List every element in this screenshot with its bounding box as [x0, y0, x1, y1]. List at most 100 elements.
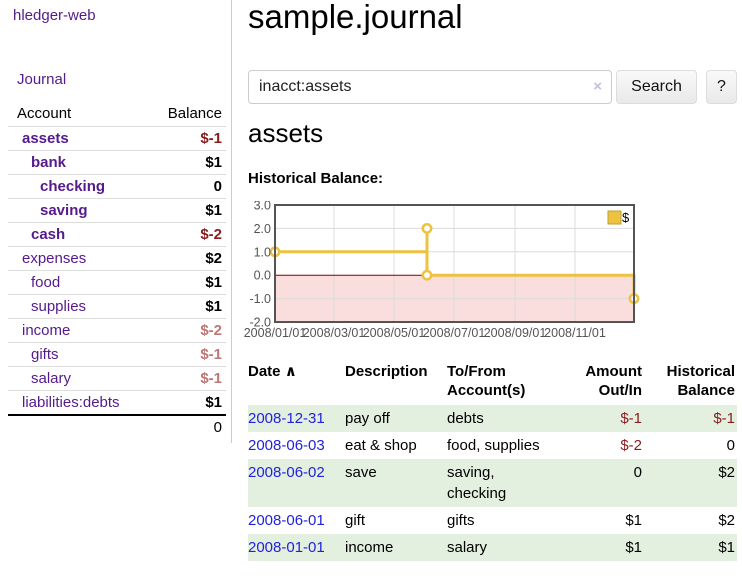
account-balance: $2 — [205, 250, 222, 267]
y-tick: -1.0 — [249, 292, 271, 306]
y-tick: -2.0 — [249, 316, 271, 330]
page-title: sample.journal — [248, 0, 463, 35]
register-header-description: Description — [345, 363, 428, 380]
accounts-header-balance: Balance — [167, 105, 222, 122]
sort-asc-icon: ∧ — [284, 363, 297, 380]
account-balance: 0 — [213, 178, 222, 195]
register-row: 2008-12-31 pay off debts $-1 $-1 — [248, 405, 737, 432]
app-title-link[interactable]: hledger-web — [13, 7, 96, 24]
transaction-date-link[interactable]: 2008-06-02 — [248, 464, 325, 481]
account-link-cash[interactable]: cash — [31, 226, 66, 243]
clear-search-icon[interactable]: × — [593, 78, 602, 95]
register-row: 2008-06-03 eat & shop food, supplies $-2… — [248, 432, 737, 459]
account-link-bank[interactable]: bank — [31, 154, 67, 171]
account-balance: $1 — [205, 394, 222, 411]
transaction-description: gift — [345, 512, 366, 529]
transaction-date-link[interactable]: 2008-06-01 — [248, 512, 325, 529]
account-balance: $1 — [205, 298, 222, 315]
account-link-liabilities-debts[interactable]: liabilities:debts — [22, 394, 120, 411]
register-table: Date ∧ Description To/From Account(s) Am… — [248, 360, 737, 561]
account-balance: $-1 — [200, 370, 222, 387]
register-row: 2008-06-02 save saving, checking 0 $2 — [248, 459, 737, 507]
account-balance: $1 — [205, 202, 222, 219]
account-link-saving[interactable]: saving — [40, 202, 88, 219]
x-tick: 2008/01/01 — [244, 326, 307, 340]
search-button[interactable]: Search — [616, 70, 697, 104]
transaction-date-link[interactable]: 2008-12-31 — [248, 410, 325, 427]
account-link-expenses[interactable]: expenses — [22, 250, 87, 267]
accounts-total-value: 0 — [213, 419, 222, 436]
y-axis-ticks: 3.0 2.0 1.0 0.0 -1.0 -2.0 — [249, 201, 271, 330]
y-tick: 2.0 — [254, 222, 271, 236]
account-row-cash: cash $-2 — [8, 222, 226, 247]
transaction-description: pay off — [345, 410, 390, 427]
account-heading: assets — [248, 118, 324, 148]
help-button[interactable]: ? — [706, 70, 737, 104]
account-row-expenses: expenses $2 — [8, 246, 226, 271]
sidebar-item-journal[interactable]: Journal — [17, 71, 67, 88]
transaction-accounts: salary — [447, 539, 488, 556]
transaction-accounts: food, supplies — [447, 437, 540, 454]
register-header-balance: Historical Balance — [666, 363, 735, 399]
account-balance: $1 — [205, 154, 222, 171]
x-tick: 2008/05/01 — [363, 326, 426, 340]
y-tick: 1.0 — [254, 245, 271, 259]
x-axis-ticks: 2008/01/01 2008/03/01 2008/05/01 2008/07… — [244, 326, 606, 340]
transaction-date-link[interactable]: 2008-01-01 — [248, 539, 325, 556]
plot-border — [274, 204, 635, 323]
transaction-amount: $-2 — [620, 437, 642, 454]
account-row-bank: bank $1 — [8, 150, 226, 175]
account-balance: $1 — [205, 274, 222, 291]
register-row: 2008-01-01 income salary $1 $1 — [248, 534, 737, 561]
historical-balance-chart: $ 3.0 2.0 1.0 0.0 -1.0 -2.0 2008/01/01 2… — [244, 201, 640, 340]
x-tick: 2008/07/01 — [423, 326, 486, 340]
transaction-amount: $-1 — [620, 410, 642, 427]
account-link-salary[interactable]: salary — [31, 370, 72, 387]
account-link-checking[interactable]: checking — [40, 178, 106, 195]
account-link-income[interactable]: income — [22, 322, 71, 339]
search-form: × Search ? — [248, 70, 737, 104]
transaction-amount: $1 — [625, 512, 642, 529]
account-balance: $-1 — [200, 346, 222, 363]
account-row-checking: checking 0 — [8, 174, 226, 199]
account-row-supplies: supplies $1 — [8, 294, 226, 319]
chart-title: Historical Balance: — [248, 170, 384, 187]
account-balance: $-1 — [200, 130, 222, 147]
transaction-balance: $1 — [718, 539, 735, 556]
account-row-liabilities-debts: liabilities:debts $1 — [8, 390, 226, 416]
account-row-food: food $1 — [8, 270, 226, 295]
account-link-gifts[interactable]: gifts — [31, 346, 59, 363]
transaction-accounts: saving, checking — [447, 464, 507, 502]
search-input[interactable] — [248, 70, 612, 104]
register-header-accounts: To/From Account(s) — [447, 363, 526, 399]
account-link-supplies[interactable]: supplies — [31, 298, 87, 315]
account-link-assets[interactable]: assets — [22, 130, 69, 147]
register-header-row: Date ∧ Description To/From Account(s) Am… — [248, 360, 737, 405]
account-row-assets: assets $-1 — [8, 126, 226, 151]
transaction-accounts: gifts — [447, 512, 475, 529]
account-balance: $-2 — [200, 322, 222, 339]
date-header-label: Date — [248, 363, 281, 380]
transaction-amount: $1 — [625, 539, 642, 556]
account-balance: $-2 — [200, 226, 222, 243]
transaction-date-link[interactable]: 2008-06-03 — [248, 437, 325, 454]
transaction-description: eat & shop — [345, 437, 417, 454]
transaction-description: save — [345, 464, 377, 481]
x-tick: 2008/09/01 — [484, 326, 547, 340]
register-header-amount: Amount Out/In — [585, 363, 642, 399]
legend-label: $ — [622, 210, 630, 225]
transaction-balance: $2 — [718, 464, 735, 481]
account-link-food[interactable]: food — [31, 274, 61, 291]
transaction-amount: 0 — [633, 464, 642, 481]
register-header-date[interactable]: Date ∧ — [248, 360, 345, 405]
y-tick: 0.0 — [254, 269, 271, 283]
x-tick: 2008/11/01 — [544, 326, 606, 340]
account-row-saving: saving $1 — [8, 198, 226, 223]
accounts-total-row: 0 — [8, 415, 226, 439]
x-tick: 2008/03/01 — [303, 326, 366, 340]
legend-swatch — [607, 210, 622, 225]
account-row-gifts: gifts $-1 — [8, 342, 226, 367]
transaction-balance: 0 — [726, 437, 735, 454]
account-row-income: income $-2 — [8, 318, 226, 343]
transaction-balance: $-1 — [713, 410, 735, 427]
